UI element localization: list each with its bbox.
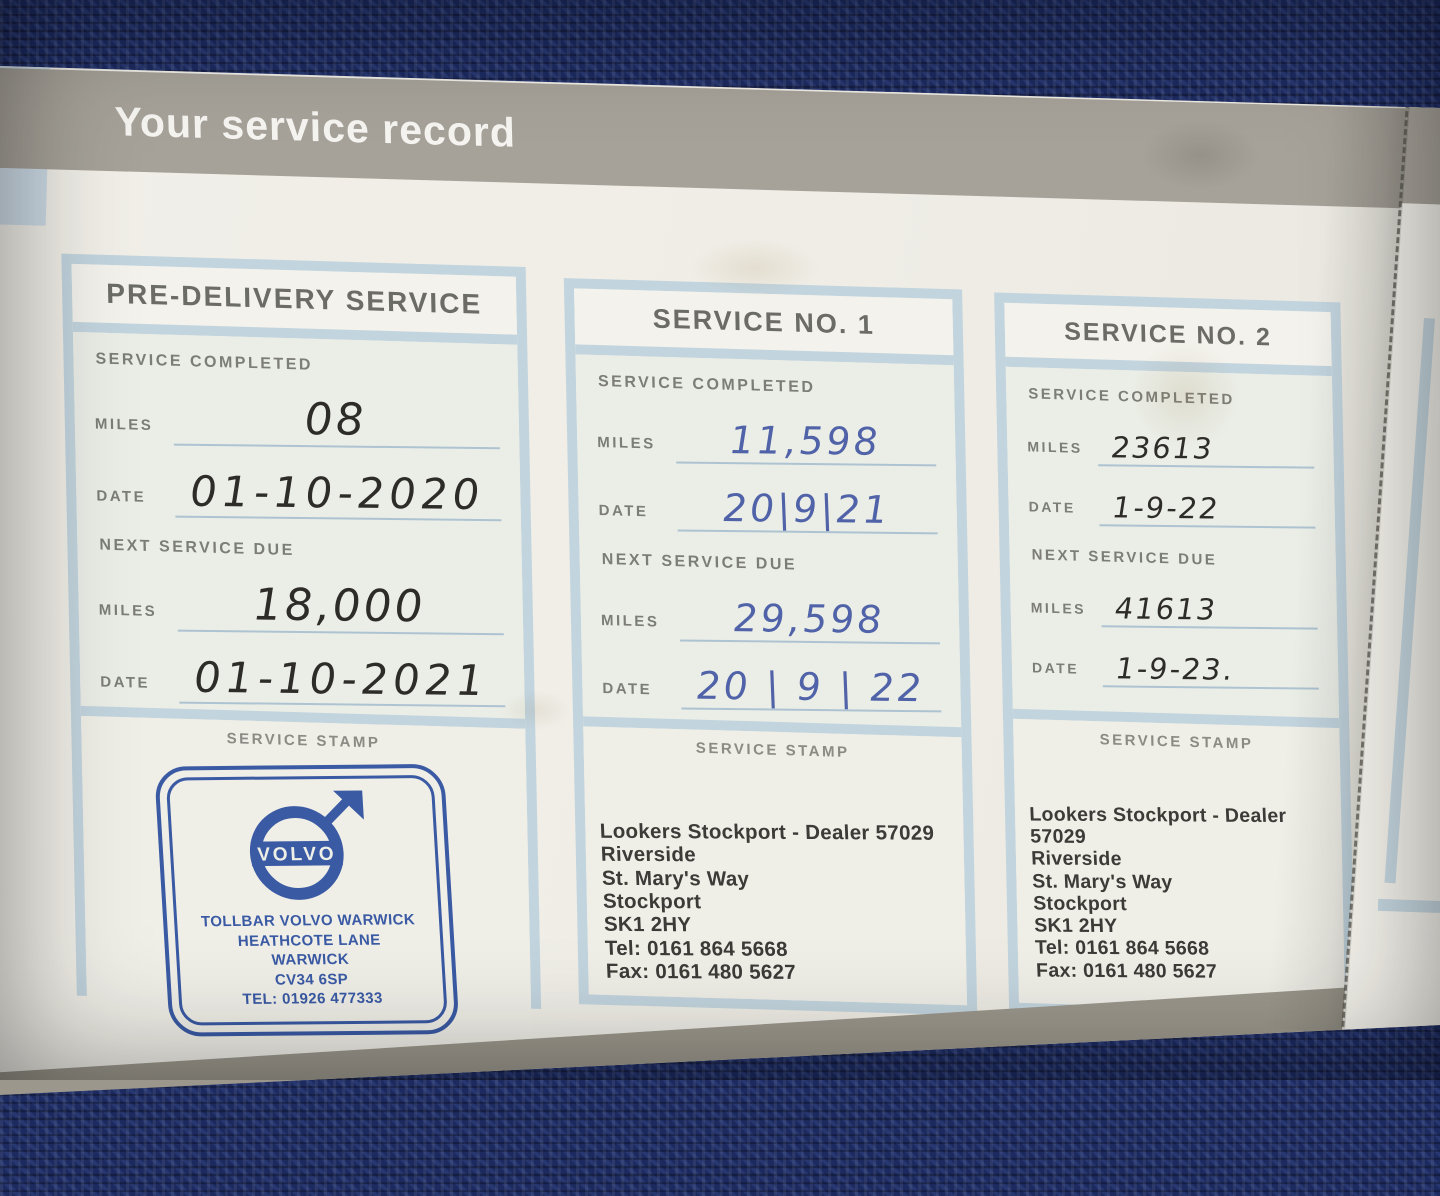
miles-label: MILES [600, 611, 660, 631]
service-stamp-label: SERVICE STAMP [226, 730, 381, 752]
miles-value-handwritten: 11,598 [673, 403, 937, 467]
date-row: DATE 20|9|21 [598, 467, 938, 537]
panel-fields: SERVICE COMPLETED MILES 08 DATE 01-10-20… [72, 331, 526, 729]
next-service-due-label: NEXT SERVICE DUE [1031, 546, 1218, 569]
service-completed-label: SERVICE COMPLETED [1028, 385, 1235, 409]
date-label: DATE [598, 501, 649, 521]
service-stamp-area: SERVICE STAMP Lookers Stockport - Dealer… [583, 726, 968, 1006]
panel-service-no-1: SERVICE NO. 1 SERVICE COMPLETED MILES 11… [563, 278, 978, 1016]
next-panel-border-fragment [1384, 318, 1435, 884]
next-panel-titlebox-fragment [1434, 328, 1440, 428]
stamp-line: TEL: 01926 477333 [242, 989, 384, 1009]
date-label: DATE [1028, 498, 1076, 516]
stamp-line: WARWICK [271, 950, 350, 969]
date-value-handwritten: 01-10-2020 [172, 453, 502, 522]
next-date-row: DATE 1-9-23. [1031, 631, 1319, 691]
next-miles-row: MILES 41613 [1030, 571, 1318, 631]
stamp-line: CV34 6SP [274, 970, 349, 989]
stamp-line: SK1 2HY [603, 913, 692, 937]
panel-title-box: PRE-DELIVERY SERVICE [71, 263, 518, 345]
next-miles-row: MILES 18,000 [98, 562, 504, 638]
stamp-line: TOLLBAR VOLVO WARWICK [200, 911, 416, 931]
next-date-value-handwritten: 01-10-2021 [176, 639, 506, 708]
panel-title-box: SERVICE NO. 1 [574, 288, 954, 366]
volvo-stamp-inner-border: VOLVO TOLLBAR VOLVO WARWICK HEATHCOTE LA… [165, 774, 449, 1026]
service-completed-label: SERVICE COMPLETED [95, 350, 314, 374]
stamp-line: Lookers Stockport - Dealer 57029 [599, 819, 935, 845]
stamp-line: Riverside [600, 843, 697, 867]
miles-label: MILES [1030, 599, 1087, 617]
next-panel-border-fragment [1377, 898, 1440, 914]
miles-value-handwritten: 08 [171, 381, 500, 450]
next-miles-value-handwritten: 41613 [1099, 575, 1318, 630]
next-miles-row: MILES 29,598 [600, 577, 941, 647]
miles-label: MILES [98, 601, 158, 621]
date-label: DATE [1031, 659, 1080, 677]
stamp-line: Tel: 0161 864 5668 [604, 936, 789, 961]
panel-title-box: SERVICE NO. 2 [1004, 302, 1332, 377]
volvo-logo-text: VOLVO [257, 844, 337, 866]
next-miles-value-handwritten: 29,598 [677, 581, 941, 645]
date-value-handwritten: 1-9-22 [1097, 474, 1316, 529]
panel-fields: SERVICE COMPLETED MILES 11,598 DATE 20|9… [575, 354, 962, 738]
miles-label: MILES [597, 433, 656, 453]
panel-title: SERVICE NO. 1 [652, 303, 876, 340]
panel-title: SERVICE NO. 2 [1063, 316, 1273, 351]
photo-of-service-book: Your service record PRE-DELIVERY SERVICE… [0, 66, 1440, 1095]
miles-row: MILES 08 [94, 376, 500, 452]
date-label: DATE [602, 679, 653, 699]
lookers-dealer-stamp: Lookers Stockport - Dealer 57029 Riversi… [583, 820, 968, 986]
next-date-value-handwritten: 1-9-23. [1100, 635, 1319, 690]
date-label: DATE [100, 673, 151, 692]
date-label: DATE [96, 487, 147, 506]
stamp-line: HEATHCOTE LANE [237, 931, 382, 950]
page-title: Your service record [114, 97, 517, 156]
next-date-row: DATE 01-10-2021 [99, 634, 506, 710]
service-completed-label: SERVICE COMPLETED [597, 372, 816, 397]
miles-row: MILES 11,598 [596, 399, 937, 469]
service-record-page: Your service record PRE-DELIVERY SERVICE… [0, 66, 1440, 1095]
miles-row: MILES 23613 [1027, 410, 1315, 470]
miles-label: MILES [94, 415, 154, 435]
date-value-handwritten: 20|9|21 [675, 471, 938, 535]
volvo-dealer-stamp: VOLVO TOLLBAR VOLVO WARWICK HEATHCOTE LA… [153, 763, 460, 1037]
service-stamp-area: SERVICE STAMP VOLVO TOLLBAR VOLVO WARWIC… [80, 715, 532, 1042]
panel-title: PRE-DELIVERY SERVICE [106, 277, 483, 320]
stamp-line: Stockport [602, 889, 702, 914]
service-stamp-label: SERVICE STAMP [695, 739, 850, 762]
header-band: Your service record [0, 67, 1440, 213]
volvo-logo-icon: VOLVO [249, 790, 364, 900]
next-service-due-label: NEXT SERVICE DUE [99, 536, 296, 560]
next-date-row: DATE 20 | 9 | 22 [602, 645, 942, 715]
date-row: DATE 1-9-22 [1028, 470, 1316, 530]
next-miles-value-handwritten: 18,000 [175, 567, 504, 636]
panel-pre-delivery-service: PRE-DELIVERY SERVICE SERVICE COMPLETED M… [61, 253, 542, 1042]
stamp-line: Fax: 0161 480 5627 [605, 959, 797, 985]
next-service-due-label: NEXT SERVICE DUE [601, 550, 798, 574]
next-date-value-handwritten: 20 | 9 | 22 [679, 649, 942, 713]
stamp-line: St. Mary's Way [601, 866, 750, 891]
miles-label: MILES [1027, 438, 1083, 456]
date-row: DATE 01-10-2020 [95, 448, 502, 524]
miles-value-handwritten: 23613 [1096, 414, 1315, 469]
